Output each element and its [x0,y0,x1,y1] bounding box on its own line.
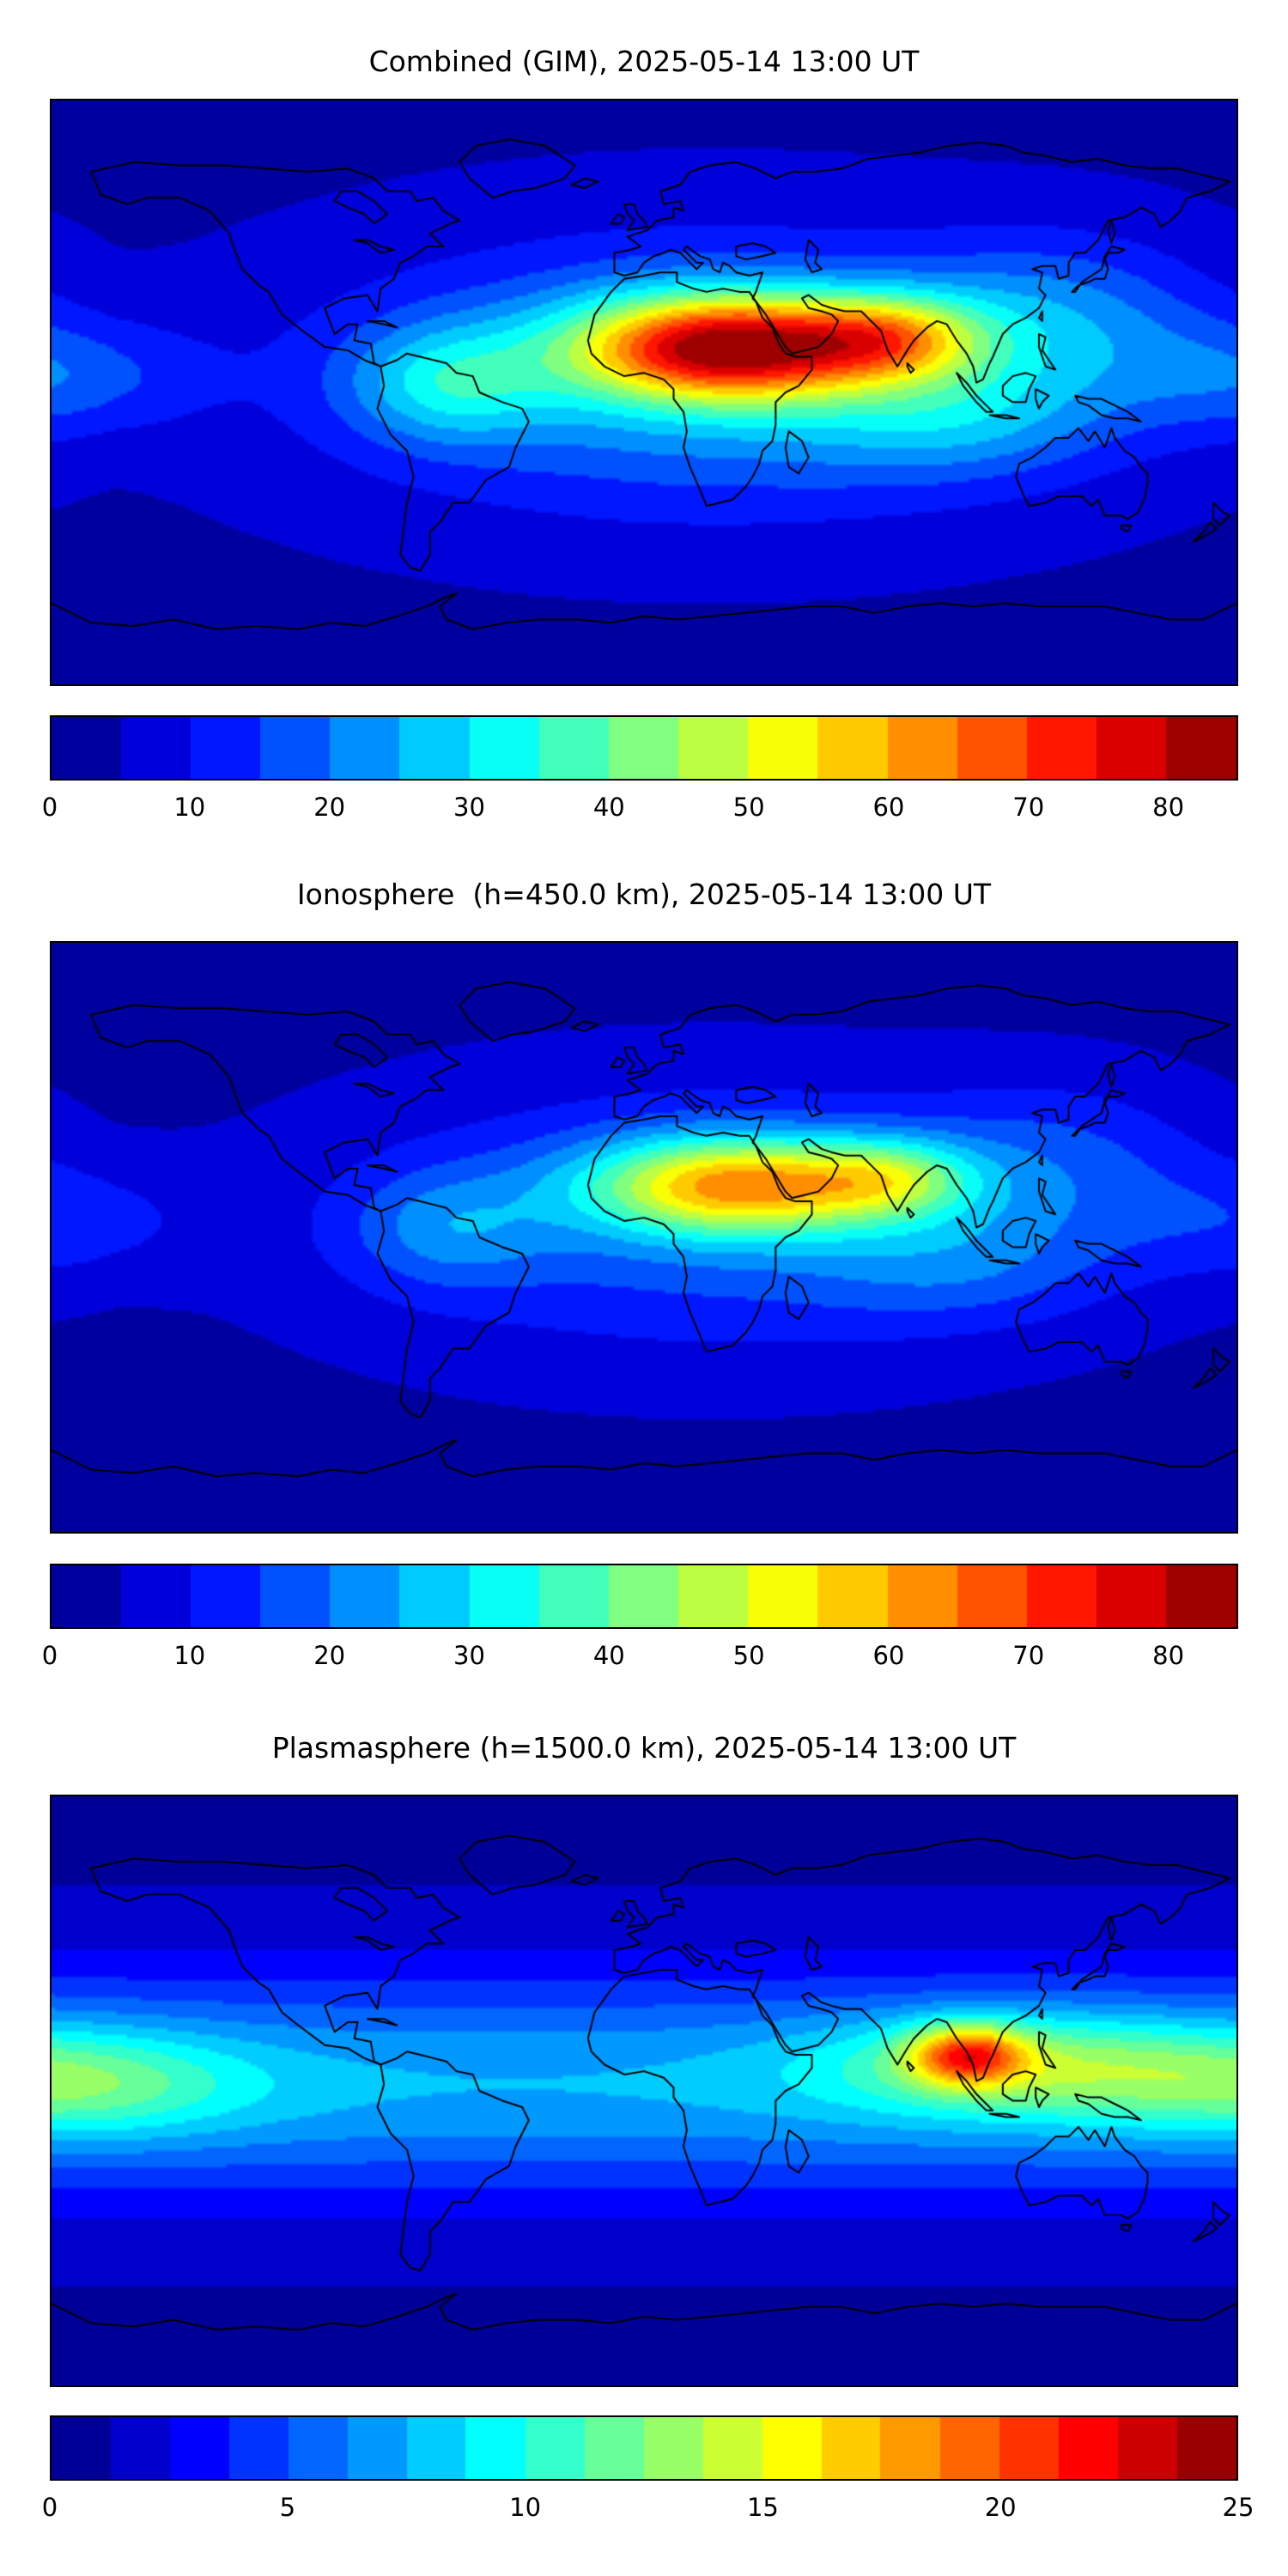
colorbar-tick-label: 30 [453,793,485,822]
colorbar-tick-label: 10 [173,1641,206,1670]
colorbar-tick-label: 40 [592,793,625,822]
colorbar-ticks-combined: 0 10 20 30 40 50 60 70 80 [42,793,1238,830]
colorbar-ionosphere [50,1564,1238,1629]
map-ionosphere [50,941,1238,1534]
colorbar-tick-label: 10 [509,2493,542,2522]
colorbar-tick-label: 60 [872,793,905,822]
colorbar-ticks-plasmasphere: 0 5 10 15 20 25 [42,2493,1255,2530]
panel-title-ionosphere: Ionosphere (h=450.0 km), 2025-05-14 13:0… [296,878,992,911]
colorbar-tick-label: 0 [41,793,58,822]
colorbar-tick-label: 0 [41,2493,58,2522]
colorbar-tick-label: 50 [732,1641,765,1670]
colorbar-ticks-ionosphere: 0 10 20 30 40 50 60 70 80 [42,1641,1238,1679]
panel-title-combined: Combined (GIM), 2025-05-14 13:00 UT [368,45,920,78]
colorbar-tick-label: 70 [1012,1641,1045,1670]
colorbar-canvas-plasmasphere [52,2417,1236,2479]
colorbar-tick-label: 5 [279,2493,296,2522]
colorbar-tick-label: 10 [173,793,206,822]
colorbar-tick-label: 70 [1012,793,1045,822]
colorbar-tick-label: 15 [746,2493,779,2522]
colorbar-combined [50,715,1238,781]
map-plasmasphere [50,1795,1238,2387]
colorbar-canvas-combined [52,717,1236,779]
colorbar-tick-label: 80 [1152,1641,1185,1670]
colorbar-tick-label: 60 [872,1641,905,1670]
colorbar-canvas-ionosphere [52,1565,1236,1627]
colorbar-tick-label: 30 [453,1641,485,1670]
colorbar-tick-label: 25 [1222,2493,1255,2522]
colorbar-plasmasphere [50,2415,1238,2481]
colorbar-tick-label: 40 [592,1641,625,1670]
map-combined [50,99,1238,686]
panel-title-plasmasphere: Plasmasphere (h=1500.0 km), 2025-05-14 1… [271,1731,1017,1765]
colorbar-tick-label: 0 [41,1641,58,1670]
map-canvas-plasmasphere [52,1796,1236,2385]
colorbar-tick-label: 80 [1152,793,1185,822]
colorbar-tick-label: 20 [313,793,346,822]
colorbar-tick-label: 50 [732,793,765,822]
map-canvas-ionosphere [52,943,1236,1532]
colorbar-tick-label: 20 [984,2493,1017,2522]
map-canvas-combined [52,100,1236,684]
colorbar-tick-label: 20 [313,1641,346,1670]
